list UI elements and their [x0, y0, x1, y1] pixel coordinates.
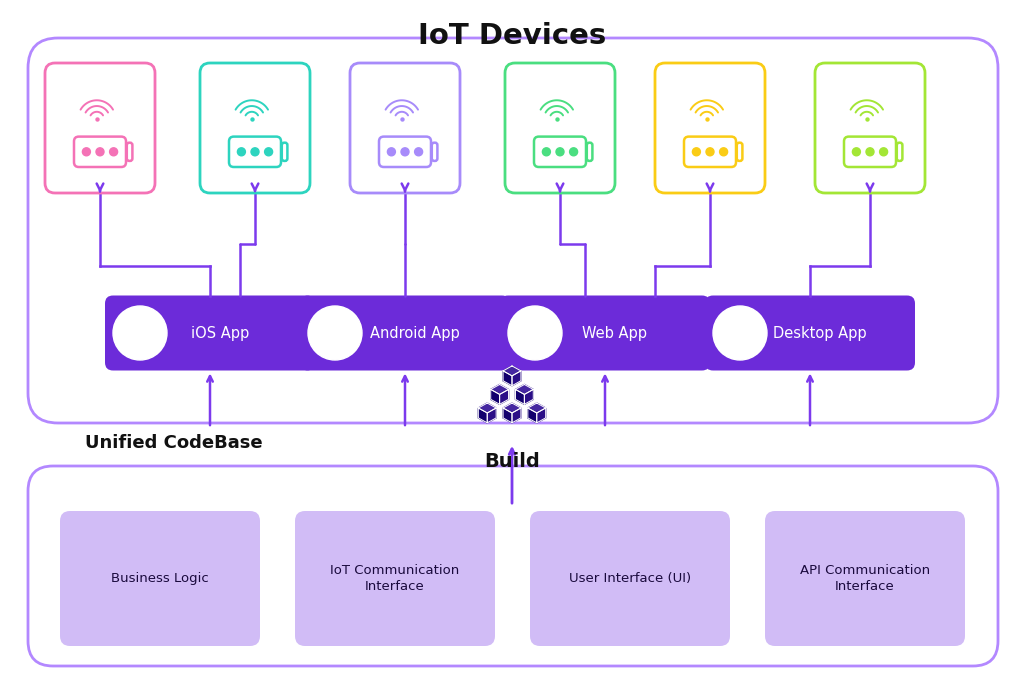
Text: 🖥: 🖥 [735, 324, 745, 342]
Circle shape [880, 148, 888, 155]
Text: API Communication
Interface: API Communication Interface [800, 563, 930, 594]
Circle shape [96, 148, 104, 155]
FancyBboxPatch shape [105, 296, 315, 371]
Polygon shape [503, 371, 512, 386]
FancyBboxPatch shape [765, 511, 965, 646]
FancyBboxPatch shape [295, 511, 495, 646]
Text: Business Logic: Business Logic [112, 572, 209, 585]
Circle shape [508, 306, 562, 360]
Text: Android App: Android App [370, 325, 460, 341]
Polygon shape [503, 403, 521, 413]
FancyBboxPatch shape [500, 296, 710, 371]
Circle shape [543, 148, 551, 155]
Text: Unified CodeBase: Unified CodeBase [85, 434, 262, 452]
FancyBboxPatch shape [350, 63, 460, 193]
Polygon shape [524, 389, 534, 405]
FancyBboxPatch shape [60, 511, 260, 646]
Polygon shape [490, 389, 500, 405]
Circle shape [713, 306, 767, 360]
FancyBboxPatch shape [300, 296, 510, 371]
FancyBboxPatch shape [815, 63, 925, 193]
Circle shape [251, 148, 259, 155]
Polygon shape [487, 408, 497, 423]
Circle shape [264, 148, 272, 155]
Circle shape [238, 148, 246, 155]
FancyBboxPatch shape [45, 63, 155, 193]
FancyBboxPatch shape [505, 63, 615, 193]
Polygon shape [512, 408, 521, 423]
Text: 🍎: 🍎 [135, 324, 145, 342]
Polygon shape [515, 385, 534, 394]
Circle shape [866, 148, 874, 155]
FancyBboxPatch shape [28, 466, 998, 666]
Circle shape [556, 148, 564, 155]
FancyBboxPatch shape [28, 38, 998, 423]
Circle shape [113, 306, 167, 360]
Circle shape [401, 148, 409, 155]
Text: Desktop App: Desktop App [773, 325, 866, 341]
Circle shape [706, 148, 714, 155]
Polygon shape [512, 371, 521, 386]
Text: IoT Devices: IoT Devices [418, 22, 606, 50]
Text: 🤖: 🤖 [330, 324, 340, 342]
Circle shape [692, 148, 700, 155]
Text: Web App: Web App [583, 325, 647, 341]
Circle shape [110, 148, 118, 155]
Circle shape [852, 148, 860, 155]
Circle shape [82, 148, 90, 155]
Polygon shape [515, 389, 524, 405]
FancyBboxPatch shape [705, 296, 915, 371]
Circle shape [569, 148, 578, 155]
Polygon shape [527, 403, 546, 413]
FancyBboxPatch shape [200, 63, 310, 193]
Polygon shape [537, 408, 546, 423]
Text: 🌐: 🌐 [530, 324, 540, 342]
Text: iOS App: iOS App [190, 325, 249, 341]
Text: IoT Communication
Interface: IoT Communication Interface [331, 563, 460, 594]
Polygon shape [500, 389, 509, 405]
FancyBboxPatch shape [530, 511, 730, 646]
Polygon shape [478, 403, 497, 413]
Circle shape [415, 148, 423, 155]
Text: User Interface (UI): User Interface (UI) [569, 572, 691, 585]
Circle shape [387, 148, 395, 155]
Polygon shape [490, 385, 509, 394]
Polygon shape [503, 366, 521, 376]
Polygon shape [478, 408, 487, 423]
FancyBboxPatch shape [655, 63, 765, 193]
Polygon shape [503, 408, 512, 423]
Circle shape [308, 306, 362, 360]
Polygon shape [527, 408, 537, 423]
Circle shape [720, 148, 728, 155]
Text: Build: Build [484, 451, 540, 471]
